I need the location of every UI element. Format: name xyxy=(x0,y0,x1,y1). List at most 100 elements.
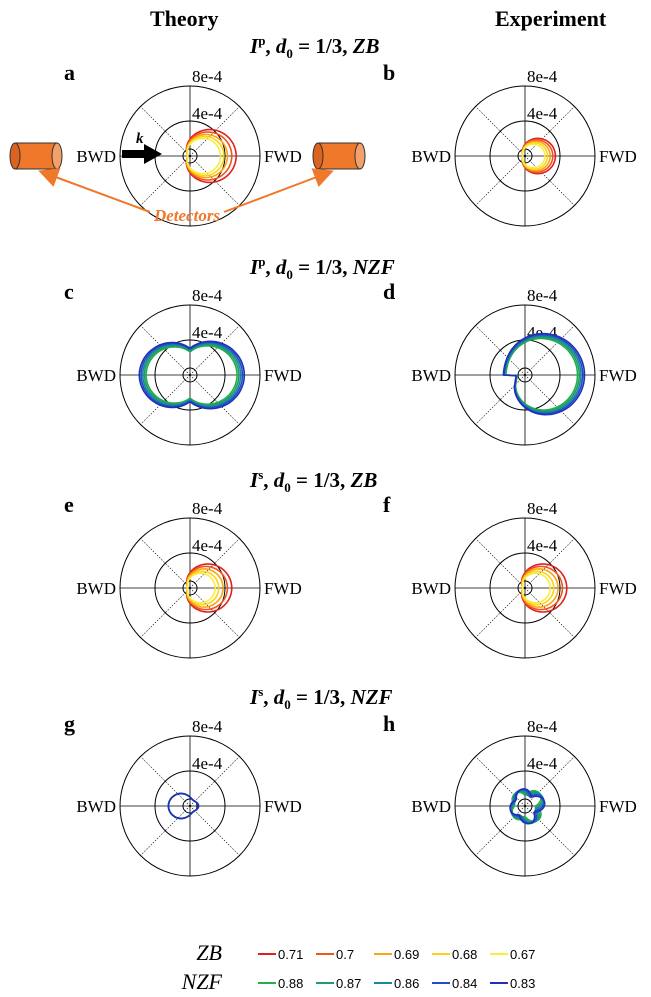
row-title-symbol: I xyxy=(250,34,259,58)
row-title-subscript: 0 xyxy=(286,46,293,62)
polar-spoke xyxy=(475,325,526,376)
row-title-subscript: 0 xyxy=(284,697,291,713)
polar-spoke xyxy=(140,325,191,376)
fwd-label: FWD xyxy=(264,797,302,816)
bwd-label: BWD xyxy=(76,797,116,816)
polar-spoke xyxy=(140,374,191,425)
legend-value-nzf: 0.84 xyxy=(452,976,477,991)
series-nzf-1 xyxy=(143,343,240,407)
polar-spoke xyxy=(475,805,526,856)
right-detector-icon xyxy=(312,142,366,170)
row-title-2: Ip, d0 = 1/3, NZF xyxy=(250,254,395,283)
bwd-label: BWD xyxy=(411,147,451,166)
row-title-superscript: p xyxy=(258,33,266,48)
panel-letter-g: g xyxy=(64,711,75,736)
bwd-label: BWD xyxy=(411,797,451,816)
series-nzf-3 xyxy=(140,341,244,409)
polar-spoke xyxy=(189,325,240,376)
polar-spoke xyxy=(475,756,526,807)
row-title-equation: = 1/3, xyxy=(290,685,351,709)
row-title-subscript: 0 xyxy=(284,480,291,496)
row-title-d: d xyxy=(273,468,285,492)
r-tick-label: 4e-4 xyxy=(527,536,558,555)
r-tick-label: 8e-4 xyxy=(192,286,223,305)
k-label: k xyxy=(136,131,144,147)
row-title-superscript: s xyxy=(258,684,264,699)
legend-value-nzf: 0.83 xyxy=(510,976,535,991)
row-title-condition: ZB xyxy=(350,468,378,492)
bwd-label: BWD xyxy=(76,147,116,166)
r-tick-label: 8e-4 xyxy=(192,717,223,736)
fwd-label: FWD xyxy=(264,366,302,385)
panel-letter-c: c xyxy=(64,279,74,304)
polar-spoke xyxy=(475,155,526,206)
fwd-label: FWD xyxy=(599,797,637,816)
polar-spoke xyxy=(189,106,240,157)
bwd-label: BWD xyxy=(76,579,116,598)
polar-grid xyxy=(454,517,596,659)
legend-value-zb: 0.71 xyxy=(278,947,303,962)
r-tick-label: 8e-4 xyxy=(192,67,223,86)
series-nzf-4 xyxy=(167,792,200,820)
bwd-label: BWD xyxy=(411,366,451,385)
polar-grid xyxy=(119,735,261,877)
polar-spoke xyxy=(140,805,191,856)
polar-spoke xyxy=(475,587,526,638)
r-tick-label: 4e-4 xyxy=(192,323,223,342)
polar-grid xyxy=(119,304,261,446)
polar-spoke xyxy=(189,587,240,638)
row-title-condition: NZF xyxy=(352,255,395,279)
polar-spoke xyxy=(475,374,526,425)
row-title-superscript: p xyxy=(258,254,266,269)
polar-spoke xyxy=(140,106,191,157)
detector-arrow-right xyxy=(223,168,334,213)
legend-value-zb: 0.68 xyxy=(452,947,477,962)
series-nzf-4 xyxy=(138,340,246,410)
row-title-condition: ZB xyxy=(352,34,380,58)
polar-spoke xyxy=(140,538,191,589)
detectors-label: Detectors xyxy=(153,206,220,225)
polar-plot-h: 4e-4 8e-4 FWD BWD xyxy=(411,717,637,877)
polar-spoke xyxy=(524,756,575,807)
legend-value-zb: 0.67 xyxy=(510,947,535,962)
series-nzf-2 xyxy=(141,342,242,408)
detector-arrow-left xyxy=(38,168,151,213)
r-tick-label: 8e-4 xyxy=(527,499,558,518)
bwd-label: BWD xyxy=(76,366,116,385)
r-tick-label: 8e-4 xyxy=(527,717,558,736)
panel-letter-f: f xyxy=(383,492,391,517)
polar-spoke xyxy=(140,587,191,638)
series-zb-4 xyxy=(186,572,216,604)
fwd-label: FWD xyxy=(599,366,637,385)
polar-spoke xyxy=(189,155,240,206)
r-tick-label: 4e-4 xyxy=(192,754,223,773)
row-title-d: d xyxy=(275,255,287,279)
polar-spoke xyxy=(524,538,575,589)
legend-nzf-label: NZF xyxy=(181,969,223,994)
polar-spoke xyxy=(524,587,575,638)
polar-spoke xyxy=(189,538,240,589)
row-title-condition: NZF xyxy=(350,685,393,709)
panel-letter-e: e xyxy=(64,492,74,517)
polar-spoke xyxy=(140,155,191,206)
polar-spoke xyxy=(524,106,575,157)
row-title-subscript: 0 xyxy=(286,267,293,283)
row-title-symbol: I xyxy=(250,468,259,492)
panel-letter-h: h xyxy=(383,711,396,736)
fwd-label: FWD xyxy=(599,579,637,598)
polar-spoke xyxy=(524,805,575,856)
panel-letter-d: d xyxy=(383,279,396,304)
legend-value-nzf: 0.87 xyxy=(336,976,361,991)
polar-spoke xyxy=(475,538,526,589)
fwd-label: FWD xyxy=(599,147,637,166)
panel-letter-b: b xyxy=(383,60,396,85)
fwd-label: FWD xyxy=(264,579,302,598)
legend-value-nzf: 0.88 xyxy=(278,976,303,991)
legend-value-zb: 0.7 xyxy=(336,947,354,962)
row-title-3: Is, d0 = 1/3, ZB xyxy=(250,467,378,496)
row-title-symbol: I xyxy=(250,255,259,279)
polar-spoke xyxy=(189,374,240,425)
row-title-equation: = 1/3, xyxy=(292,255,353,279)
polar-plot-g: 4e-4 8e-4 FWD BWD xyxy=(76,717,302,877)
